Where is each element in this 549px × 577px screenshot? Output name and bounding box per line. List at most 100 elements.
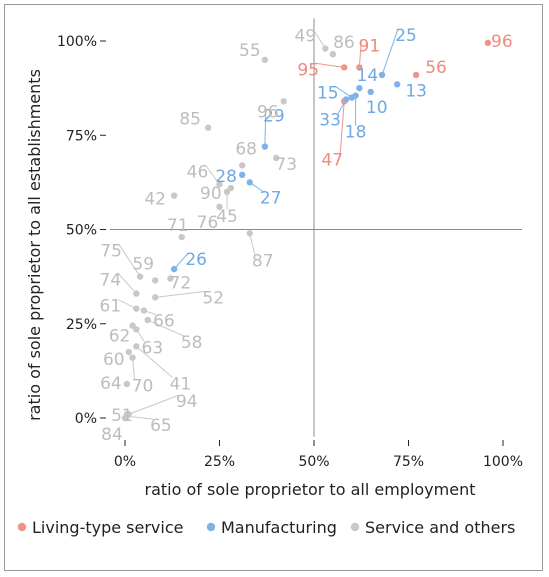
data-point-42 xyxy=(170,192,178,199)
chart-frame xyxy=(4,4,543,571)
y-tick-label: 25% xyxy=(66,317,97,333)
point-label: 63 xyxy=(142,338,164,358)
point-label: 51 xyxy=(111,406,133,426)
leader-line xyxy=(118,299,137,310)
point-label: 87 xyxy=(252,251,274,271)
point-label: 10 xyxy=(366,98,388,118)
point-label: 94 xyxy=(176,392,198,412)
leader-line xyxy=(155,290,206,298)
point-label: 86 xyxy=(333,33,355,53)
point-label: 71 xyxy=(167,216,189,236)
point-label: 26 xyxy=(185,250,207,270)
leader-line xyxy=(335,86,353,98)
legend-marker xyxy=(206,522,216,532)
point-label: 46 xyxy=(187,162,209,182)
data-point-76 xyxy=(216,203,223,211)
data-point-55 xyxy=(261,56,269,64)
data-point-64 xyxy=(123,380,131,388)
y-tick-label: 50% xyxy=(66,223,97,239)
leader-line xyxy=(147,319,184,337)
data-point-85 xyxy=(204,124,212,131)
data-point-96 xyxy=(280,98,287,105)
y-tick-label: 100% xyxy=(57,34,97,50)
y-tick-label: 75% xyxy=(66,128,97,144)
legend-label: Manufacturing xyxy=(221,518,337,537)
data-point-10 xyxy=(367,88,374,96)
point-label: 33 xyxy=(319,110,341,130)
data-point-74 xyxy=(133,290,140,297)
data-point-18 xyxy=(352,92,359,99)
data-point-66 xyxy=(140,307,148,314)
point-label: 56 xyxy=(425,58,447,78)
leader-line xyxy=(173,252,189,270)
data-point-59 xyxy=(152,277,159,284)
data-point-96 xyxy=(484,39,492,47)
point-label: 15 xyxy=(317,84,339,104)
point-label: 62 xyxy=(109,327,131,347)
point-label: 96 xyxy=(491,32,513,52)
data-point-68 xyxy=(238,162,246,169)
data-point-26 xyxy=(170,265,178,273)
data-point-45 xyxy=(223,188,231,195)
legend-marker xyxy=(17,522,27,532)
leader-line xyxy=(128,394,179,415)
point-label: 70 xyxy=(132,377,154,397)
point-label: 90 xyxy=(200,184,222,204)
point-label: 13 xyxy=(405,81,427,101)
leader-line xyxy=(136,345,173,378)
point-label: 64 xyxy=(100,374,122,394)
point-label: 85 xyxy=(179,110,201,130)
point-label: 18 xyxy=(345,123,367,143)
x-tick-label: 100% xyxy=(483,454,523,470)
data-point-72 xyxy=(167,275,174,282)
point-label: 84 xyxy=(101,425,123,445)
point-label: 60 xyxy=(103,350,125,370)
x-tick-label: 50% xyxy=(298,454,329,470)
data-point-27 xyxy=(246,179,253,186)
legend-marker xyxy=(350,522,360,532)
data-point-29 xyxy=(261,143,269,150)
point-label: 27 xyxy=(260,188,282,208)
legend: Living-type service Manufacturing Service … xyxy=(17,518,515,537)
data-point-75 xyxy=(136,273,144,280)
point-label: 28 xyxy=(215,167,237,187)
leader-line xyxy=(381,28,399,76)
data-point-63 xyxy=(133,326,140,333)
point-label: 73 xyxy=(275,155,297,175)
legend-label: Service and others xyxy=(365,518,515,537)
data-point-86 xyxy=(329,50,337,58)
data-point-65 xyxy=(123,412,131,420)
point-label: 59 xyxy=(132,254,154,274)
data-point-58 xyxy=(144,316,151,324)
point-label: 91 xyxy=(359,36,381,56)
point-label: 76 xyxy=(197,213,219,233)
point-label: 29 xyxy=(263,107,285,127)
leader-line xyxy=(312,29,326,49)
point-label: 49 xyxy=(295,27,317,47)
point-label: 74 xyxy=(100,271,122,291)
point-label: 68 xyxy=(235,139,257,159)
point-label: 45 xyxy=(216,207,238,227)
data-point-60 xyxy=(125,348,132,356)
point-label: 52 xyxy=(202,288,224,308)
y-axis-title: ratio of sole proprietor to all establis… xyxy=(25,69,44,421)
point-label: 72 xyxy=(170,274,192,294)
leader-line xyxy=(117,273,137,294)
data-point-71 xyxy=(178,233,185,241)
leader-line xyxy=(249,233,256,255)
leader-line xyxy=(126,415,153,420)
point-label: 66 xyxy=(153,312,175,332)
point-label: 42 xyxy=(144,190,166,210)
point-label: 41 xyxy=(170,374,192,394)
data-point-46 xyxy=(216,181,223,188)
data-point-49 xyxy=(322,45,329,52)
legend-label: Living-type service xyxy=(32,518,183,537)
leader-line xyxy=(358,39,362,68)
data-point-33 xyxy=(342,96,350,103)
data-point-61 xyxy=(133,305,140,312)
x-tick-label: 25% xyxy=(204,454,235,470)
data-point-13 xyxy=(393,81,401,88)
leader-line xyxy=(316,62,345,68)
x-tick-label: 75% xyxy=(393,454,424,470)
